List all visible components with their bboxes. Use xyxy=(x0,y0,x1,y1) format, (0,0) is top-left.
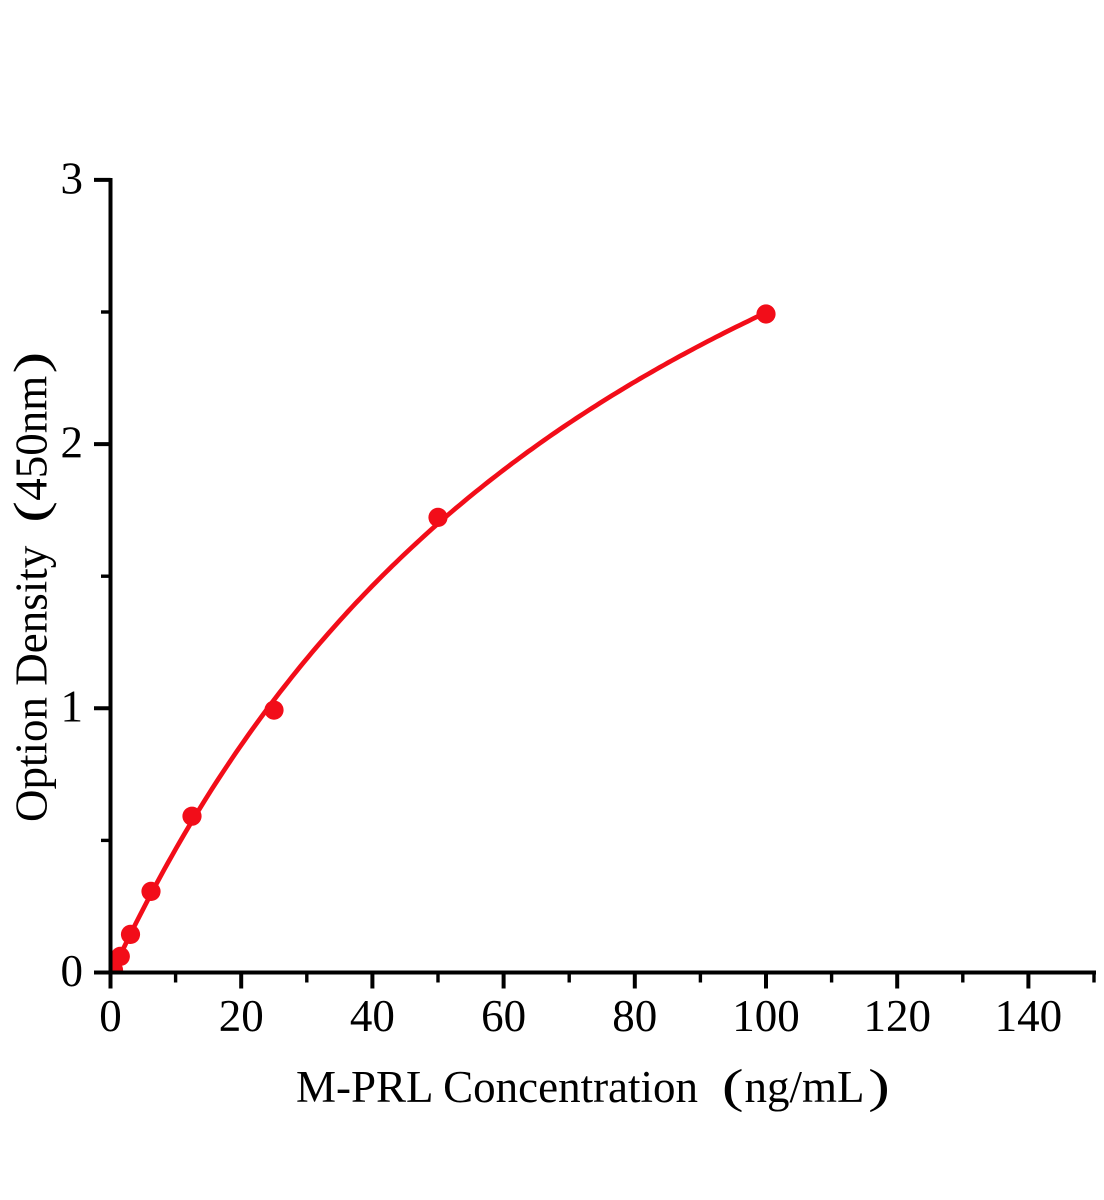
svg-text:20: 20 xyxy=(219,991,264,1041)
svg-text:0: 0 xyxy=(99,991,122,1041)
svg-text:100: 100 xyxy=(732,991,800,1041)
svg-text:40: 40 xyxy=(350,991,395,1041)
svg-text:Option Density: Option Density xyxy=(6,545,56,822)
svg-text:(: ( xyxy=(722,1061,744,1113)
svg-text:450nm: 450nm xyxy=(6,376,56,501)
svg-text:80: 80 xyxy=(612,991,657,1041)
svg-text:3: 3 xyxy=(61,153,84,203)
svg-text:0: 0 xyxy=(61,946,84,996)
svg-text:2: 2 xyxy=(61,418,84,468)
svg-text:): ) xyxy=(868,1061,890,1113)
svg-text:M-PRL Concentration: M-PRL Concentration xyxy=(296,1062,698,1112)
svg-text:1: 1 xyxy=(61,682,84,732)
svg-text:ng/mL: ng/mL xyxy=(745,1062,865,1112)
svg-text:(: ( xyxy=(5,501,57,523)
svg-text:120: 120 xyxy=(863,991,931,1041)
svg-text:140: 140 xyxy=(995,991,1063,1041)
svg-text:60: 60 xyxy=(481,991,526,1041)
svg-text:): ) xyxy=(5,352,57,374)
